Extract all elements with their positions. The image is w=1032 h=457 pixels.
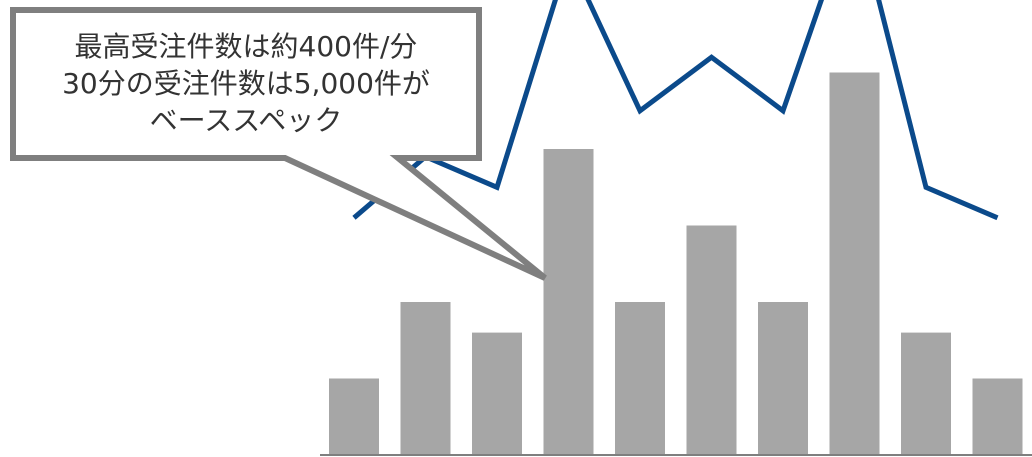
bar-7 xyxy=(758,302,808,455)
line-series xyxy=(352,0,999,221)
bar-2 xyxy=(400,302,451,455)
bar-5 xyxy=(615,302,665,455)
callout-box: 最高受注件数は約400件/分 30分の受注件数は5,000件が ベーススペック xyxy=(10,7,547,281)
callout-shape xyxy=(10,7,547,281)
bar-series xyxy=(329,72,1023,455)
callout-line-2: 30分の受注件数は5,000件が xyxy=(62,67,430,100)
callout-line-3: ベーススペック xyxy=(150,104,343,137)
bar-3 xyxy=(472,332,522,455)
bar-4 xyxy=(543,149,594,455)
bar-6 xyxy=(686,225,737,455)
bar-1 xyxy=(329,378,379,455)
bar-9 xyxy=(901,332,951,455)
bar-10 xyxy=(972,378,1023,455)
callout-line-1: 最高受注件数は約400件/分 xyxy=(75,30,418,63)
bar-8 xyxy=(829,72,880,455)
